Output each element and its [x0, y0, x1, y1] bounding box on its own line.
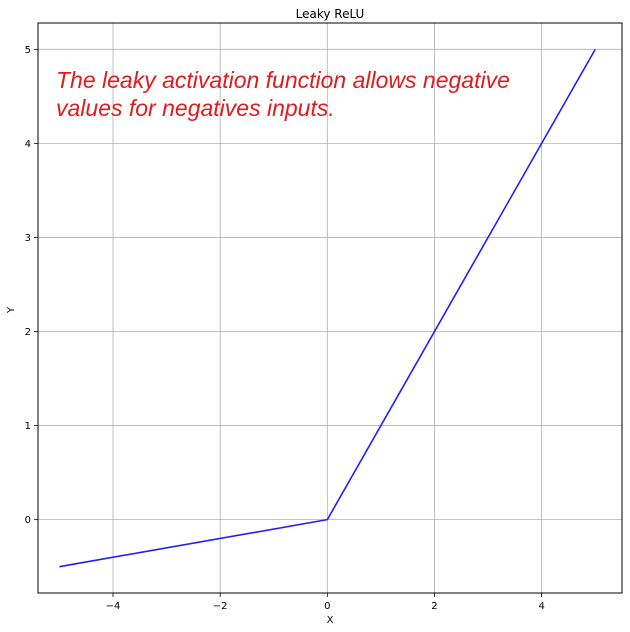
annotation-line-2: values for negatives inputs. [56, 95, 335, 121]
x-tick-label: −4 [106, 601, 121, 612]
grid [38, 23, 622, 593]
y-tick-label: 5 [25, 45, 31, 56]
series-line [59, 48, 596, 568]
x-tick-label: 0 [324, 601, 330, 612]
x-tick-label: −2 [213, 601, 228, 612]
x-tick-label: 4 [538, 601, 544, 612]
y-tick-label: 2 [25, 327, 31, 338]
y-axis-label: Y [6, 306, 17, 314]
y-tick-label: 4 [25, 139, 31, 150]
plot-frame [37, 22, 623, 594]
annotation-line-1: The leaky activation function allows neg… [56, 67, 510, 93]
series-layer [59, 48, 596, 568]
x-axis-label: X [327, 615, 334, 626]
chart-title: Leaky ReLU [296, 7, 365, 21]
y-tick-label: 0 [25, 515, 31, 526]
y-tick-label: 1 [25, 421, 31, 432]
x-tick-label: 2 [431, 601, 437, 612]
ticks: −4 −2 0 2 4 0 1 2 3 4 5 [25, 45, 545, 612]
y-tick-label: 3 [25, 233, 31, 244]
